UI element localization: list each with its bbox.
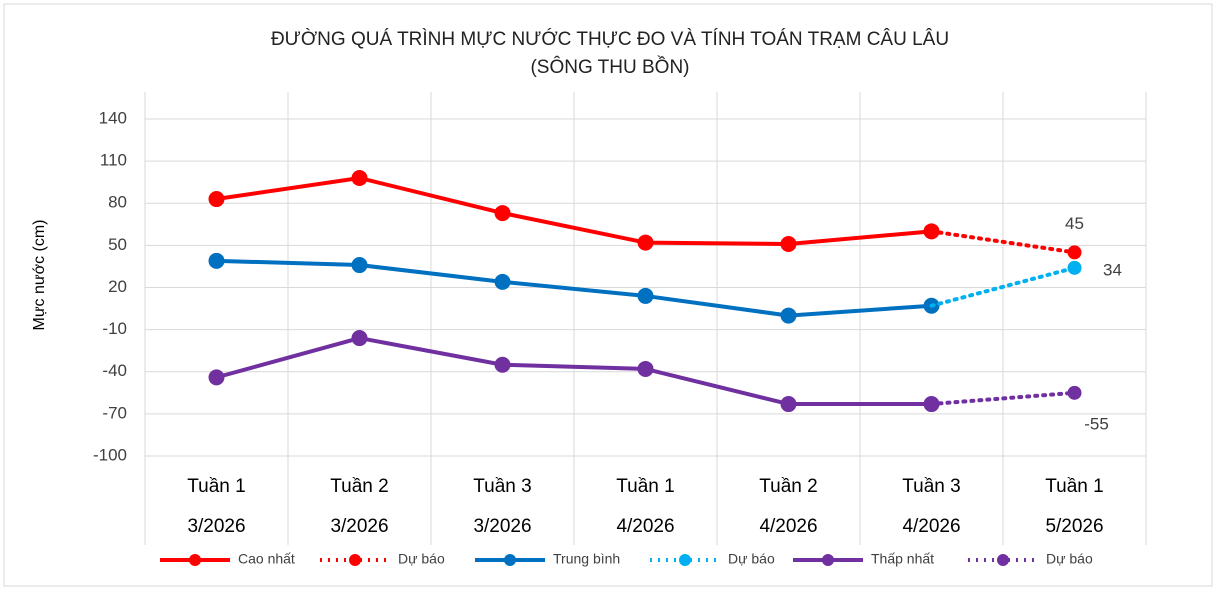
x-tick-label: Tuần 3: [902, 476, 960, 497]
series-line: [214, 175, 934, 246]
x-tick-label: Tuần 3: [473, 476, 531, 497]
marker: [351, 257, 368, 274]
marker: [637, 287, 654, 304]
legend-marker: [822, 554, 834, 566]
series-line: [929, 265, 1077, 308]
chart-subtitle: (SÔNG THU BỒN): [530, 56, 689, 78]
series-line: [214, 258, 934, 318]
x-tick-label: 3/2026: [330, 516, 388, 537]
marker: [780, 235, 797, 252]
x-tick-label: 3/2026: [473, 516, 531, 537]
marker: [780, 396, 797, 413]
marker: [208, 252, 225, 269]
y-tick-label: -10: [102, 319, 127, 338]
series-line: [929, 229, 1077, 255]
chart-frame: [3, 3, 1213, 587]
y-tick-label: 110: [100, 151, 127, 170]
marker: [637, 234, 654, 251]
y-tick-label: 20: [108, 277, 127, 296]
y-tick-label: 50: [108, 235, 127, 254]
marker: [494, 205, 511, 222]
marker: [1067, 385, 1082, 400]
legend-label: Thấp nhất: [871, 551, 934, 567]
y-tick-label: 80: [108, 193, 127, 212]
y-tick-label: 140: [99, 108, 127, 127]
marker: [1067, 245, 1082, 260]
data-label: -55: [1084, 414, 1109, 433]
legend-marker: [679, 554, 691, 566]
data-label: 45: [1065, 214, 1084, 233]
x-tick-label: Tuần 1: [616, 476, 674, 497]
marker: [494, 273, 511, 290]
data-label: 34: [1103, 260, 1122, 279]
chart-title: ĐƯỜNG QUÁ TRÌNH MỰC NƯỚC THỰC ĐO VÀ TÍNH…: [271, 28, 949, 50]
marker: [351, 169, 368, 186]
marker: [208, 191, 225, 208]
legend-marker: [349, 554, 361, 566]
x-tick-label: Tuần 1: [1045, 476, 1103, 497]
y-tick-label: -100: [93, 445, 127, 464]
x-tick-label: 4/2026: [759, 516, 817, 537]
marker: [637, 360, 654, 377]
legend-marker: [504, 554, 516, 566]
marker: [494, 356, 511, 373]
x-tick-label: Tuần 2: [330, 476, 388, 497]
x-tick-label: 4/2026: [616, 516, 674, 537]
x-tick-label: 3/2026: [187, 516, 245, 537]
y-axis-label: Mực nước (cm): [31, 219, 48, 330]
marker: [780, 307, 797, 324]
legend-label: Dự báo: [1046, 551, 1093, 567]
legend-marker: [997, 554, 1009, 566]
x-tick-label: Tuần 1: [187, 476, 245, 497]
legend-marker: [189, 554, 201, 566]
legend-label: Dự báo: [728, 551, 775, 567]
x-tick-label: 5/2026: [1045, 516, 1103, 537]
legend-label: Trung bình: [553, 551, 620, 567]
x-tick-label: 4/2026: [902, 516, 960, 537]
x-tick-label: Tuần 2: [759, 476, 817, 497]
series-line: [929, 390, 1077, 407]
legend-label: Cao nhất: [238, 551, 295, 567]
marker: [208, 369, 225, 386]
legend-label: Dự báo: [398, 551, 445, 567]
series-line: [214, 335, 934, 407]
y-tick-label: -70: [102, 403, 127, 422]
y-tick-label: -40: [102, 361, 127, 380]
marker: [351, 330, 368, 347]
marker: [1067, 260, 1082, 275]
